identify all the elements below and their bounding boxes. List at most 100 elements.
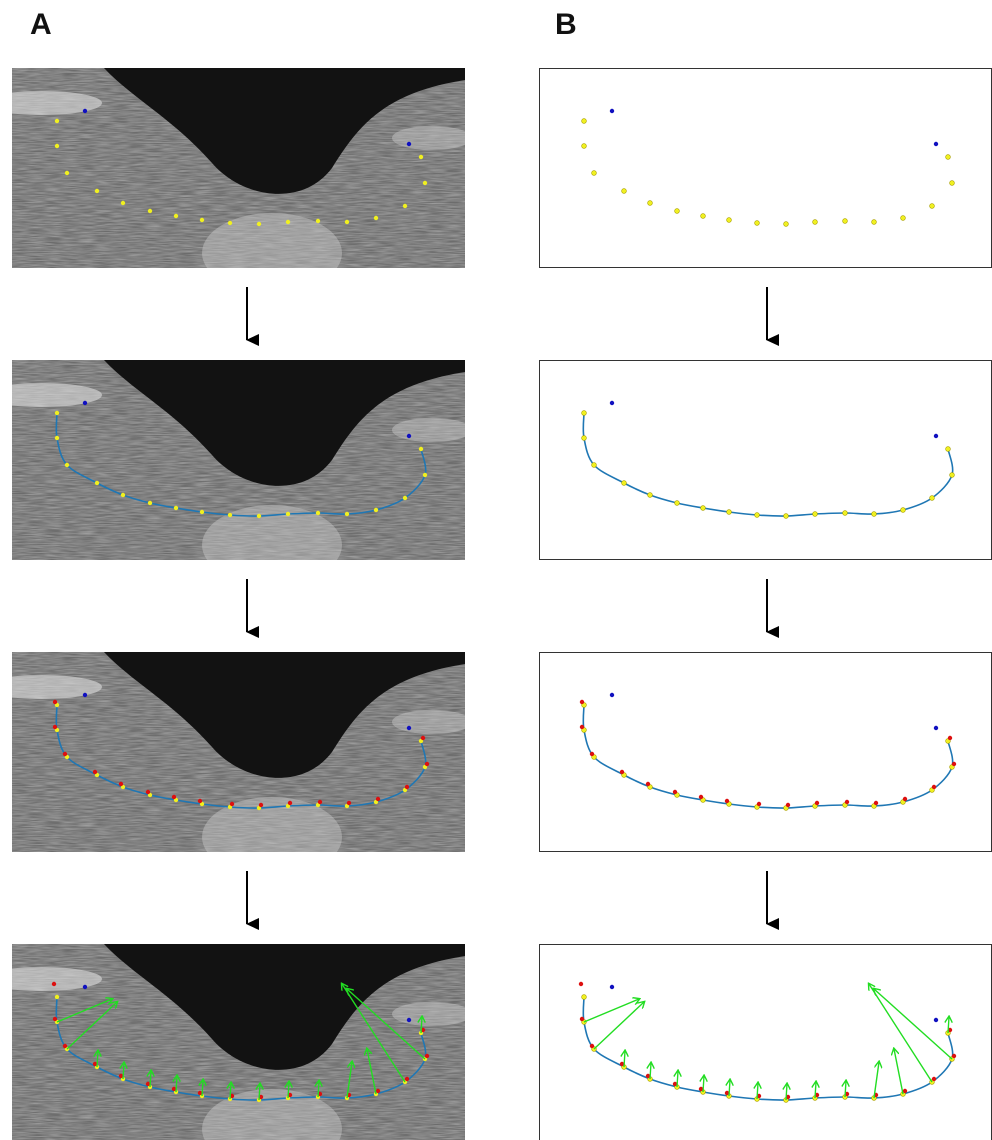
updated-point: [815, 801, 819, 805]
panel-content: [0, 944, 472, 1140]
control-point: [675, 209, 680, 214]
control-point: [592, 171, 597, 176]
updated-point: [172, 795, 176, 799]
force-arrow: [288, 1082, 289, 1098]
anchor-point: [407, 726, 411, 730]
updated-point: [259, 803, 263, 807]
oct-image-panel: [0, 68, 472, 293]
control-point: [423, 181, 427, 185]
updated-point: [93, 770, 97, 774]
plot-bg: [540, 69, 992, 268]
control-point: [622, 189, 627, 194]
updated-point: [52, 982, 56, 986]
updated-point: [421, 736, 425, 740]
panel-content: [540, 945, 992, 1140]
updated-point: [620, 770, 624, 774]
force-arrow: [948, 1017, 949, 1033]
updated-point: [580, 700, 584, 704]
control-point: [148, 209, 152, 213]
updated-point: [874, 801, 878, 805]
updated-point: [347, 801, 351, 805]
control-point: [257, 222, 261, 226]
updated-point: [952, 1054, 956, 1058]
control-point: [257, 514, 261, 518]
anchor-point: [407, 434, 411, 438]
control-point: [582, 995, 587, 1000]
control-point: [174, 214, 178, 218]
force-arrow: [202, 1080, 203, 1096]
updated-point: [425, 1054, 429, 1058]
control-point: [174, 506, 178, 510]
bright-tissue: [202, 505, 342, 585]
control-point: [843, 511, 848, 516]
control-point: [582, 436, 587, 441]
updated-point: [198, 799, 202, 803]
control-point: [419, 447, 423, 451]
control-point: [872, 220, 877, 225]
bright-rim: [392, 1002, 472, 1026]
control-point: [55, 436, 59, 440]
panel-content: [540, 69, 992, 268]
control-point: [374, 508, 378, 512]
plot-panel: [540, 69, 992, 268]
force-arrow: [259, 1084, 260, 1100]
bright-rim: [392, 126, 472, 150]
control-point: [582, 119, 587, 124]
control-point: [755, 221, 760, 226]
force-arrow: [786, 1084, 787, 1100]
control-point: [403, 496, 407, 500]
panel-content: [0, 360, 472, 585]
control-point: [345, 512, 349, 516]
force-arrow: [421, 1017, 422, 1033]
plot-panel: [540, 653, 992, 852]
anchor-point: [934, 1018, 938, 1022]
oct-image-panel: [0, 944, 472, 1140]
control-point: [55, 411, 59, 415]
updated-point: [590, 752, 594, 756]
control-point: [727, 218, 732, 223]
control-point: [316, 511, 320, 515]
force-arrow: [150, 1071, 151, 1087]
control-point: [148, 501, 152, 505]
control-point: [200, 510, 204, 514]
panel-content: [540, 653, 992, 852]
control-point: [701, 506, 706, 511]
control-point: [784, 222, 789, 227]
plot-bg: [540, 653, 992, 852]
control-point: [200, 218, 204, 222]
control-point: [755, 513, 760, 518]
control-point: [95, 481, 99, 485]
panel-label: B: [555, 8, 577, 41]
anchor-point: [83, 401, 87, 405]
anchor-point: [407, 142, 411, 146]
updated-point: [786, 803, 790, 807]
control-point: [784, 514, 789, 519]
updated-point: [579, 982, 583, 986]
control-point: [419, 155, 423, 159]
control-point: [930, 204, 935, 209]
control-point: [872, 512, 877, 517]
control-point: [946, 447, 951, 452]
panel-content: [0, 68, 472, 293]
control-point: [813, 220, 818, 225]
updated-point: [932, 785, 936, 789]
updated-point: [119, 782, 123, 786]
updated-point: [845, 800, 849, 804]
control-point: [622, 481, 627, 486]
updated-point: [590, 1044, 594, 1048]
updated-point: [405, 785, 409, 789]
panel-content: [540, 361, 992, 560]
updated-point: [725, 799, 729, 803]
updated-point: [376, 1089, 380, 1093]
bright-tissue: [202, 797, 342, 877]
force-arrow: [757, 1083, 758, 1099]
updated-point: [757, 802, 761, 806]
updated-point: [53, 700, 57, 704]
updated-point: [63, 1044, 67, 1048]
updated-point: [903, 797, 907, 801]
plot-bg: [540, 361, 992, 560]
panel-content: [0, 652, 472, 877]
updated-point: [646, 782, 650, 786]
control-point: [345, 220, 349, 224]
anchor-point: [83, 693, 87, 697]
